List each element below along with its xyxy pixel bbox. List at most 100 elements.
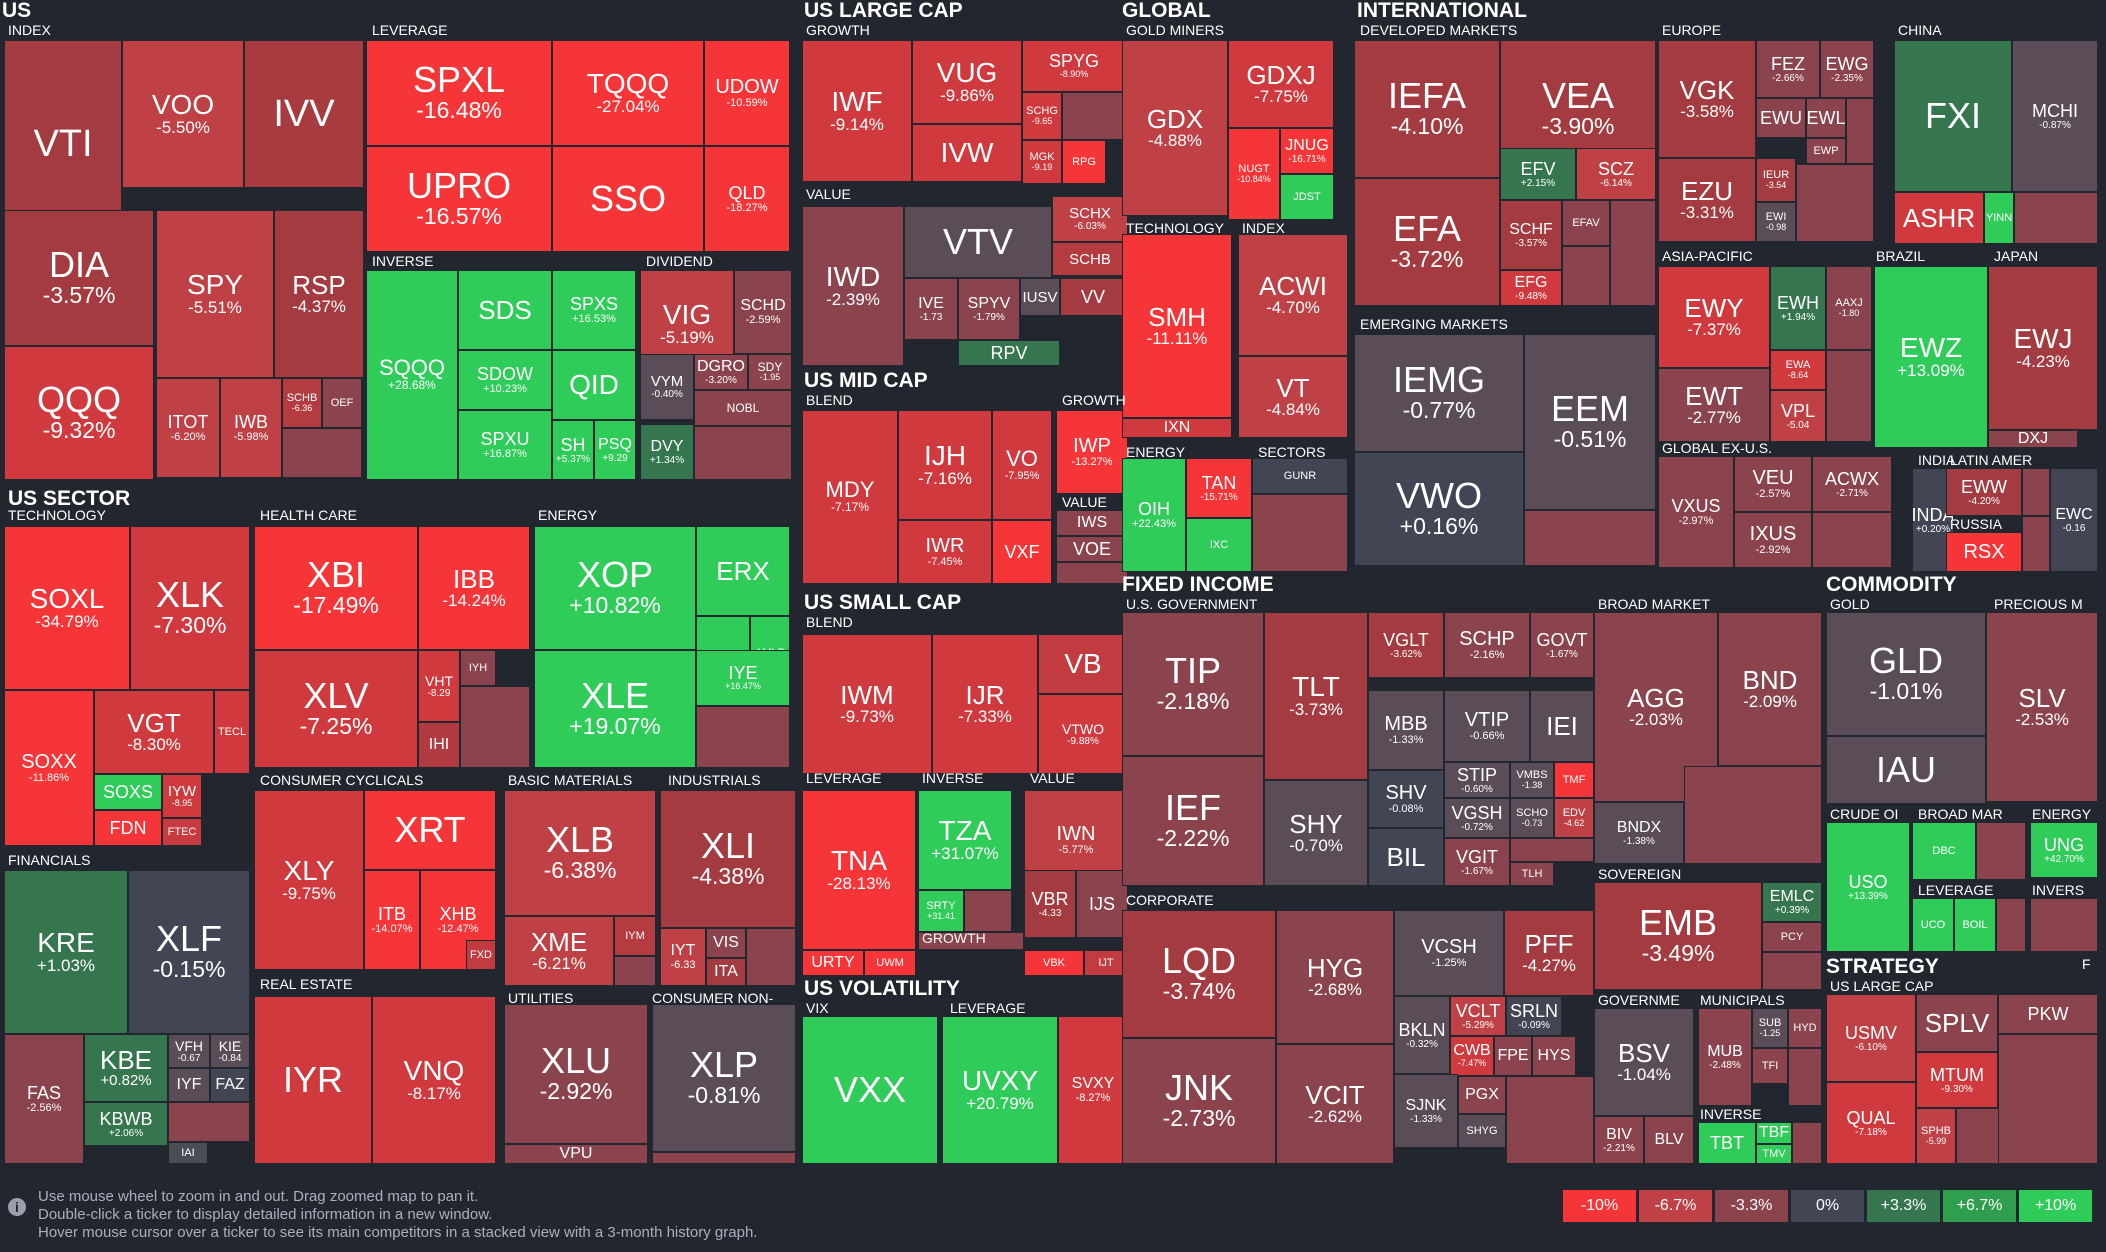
tile-tbf[interactable]: TBF bbox=[1756, 1122, 1792, 1144]
tile-voo[interactable]: VOO -5.50% bbox=[122, 40, 244, 188]
tile-unlabeled[interactable] bbox=[1762, 952, 1822, 990]
tile-acwx[interactable]: ACWX -2.71% bbox=[1812, 456, 1892, 512]
tile-unlabeled[interactable] bbox=[964, 890, 1012, 932]
tile-splv[interactable]: SPLV bbox=[1916, 994, 1998, 1052]
tile-qld[interactable]: QLD -18.27% bbox=[704, 146, 790, 252]
tile-ixn[interactable]: IXN bbox=[1122, 418, 1232, 438]
tile-dgro[interactable]: DGRO -3.20% bbox=[694, 354, 748, 390]
tile-unlabeled[interactable] bbox=[1506, 1076, 1594, 1164]
tile-vis[interactable]: VIS bbox=[706, 928, 746, 958]
tile-iwr[interactable]: IWR -7.45% bbox=[898, 520, 992, 584]
tile-spy[interactable]: SPY -5.51% bbox=[156, 210, 274, 378]
tile-sdy[interactable]: SDY -1.95 bbox=[748, 354, 792, 390]
tile-tan[interactable]: TAN -15.71% bbox=[1186, 458, 1252, 518]
tile-unlabeled[interactable] bbox=[1252, 494, 1348, 572]
tile-qid[interactable]: QID bbox=[552, 350, 636, 420]
tile-upro[interactable]: UPRO -16.57% bbox=[366, 146, 552, 252]
tile-tza[interactable]: TZA +31.07% bbox=[918, 790, 1012, 890]
tile-iwd[interactable]: IWD -2.39% bbox=[802, 206, 904, 366]
tile-ewy[interactable]: EWY -7.37% bbox=[1658, 266, 1770, 368]
tile-vxf[interactable]: VXF bbox=[992, 520, 1052, 584]
tile-unlabeled[interactable] bbox=[652, 1152, 796, 1164]
tile-rsx[interactable]: RSX bbox=[1946, 532, 2022, 572]
tile-mdy[interactable]: MDY -7.17% bbox=[802, 410, 898, 584]
tile-cwb[interactable]: CWB -7.47% bbox=[1450, 1036, 1494, 1076]
tile-unlabeled[interactable] bbox=[1956, 1108, 2002, 1164]
tile-ewl[interactable]: EWL bbox=[1806, 98, 1846, 138]
tile-scz[interactable]: SCZ -6.14% bbox=[1576, 148, 1656, 200]
tile-emlc[interactable]: EMLC +0.39% bbox=[1762, 882, 1822, 922]
tile-usmv[interactable]: USMV -6.10% bbox=[1826, 994, 1916, 1082]
tile-iwf[interactable]: IWF -9.14% bbox=[802, 40, 912, 182]
tile-ewg[interactable]: EWG -2.35% bbox=[1820, 40, 1874, 98]
tile-unlabeled[interactable] bbox=[168, 1102, 250, 1142]
tile-tip[interactable]: TIP -2.18% bbox=[1122, 612, 1264, 756]
tile-xhb[interactable]: XHB -12.47% bbox=[420, 870, 496, 970]
tile-ijh[interactable]: IJH -7.16% bbox=[898, 410, 992, 520]
tile-vgk[interactable]: VGK -3.58% bbox=[1658, 40, 1756, 158]
tile-unlabeled[interactable] bbox=[696, 706, 790, 768]
tile-ewi[interactable]: EWI -0.98 bbox=[1756, 202, 1796, 242]
tile-efg[interactable]: EFG -9.48% bbox=[1500, 270, 1562, 306]
tile-unlabeled[interactable] bbox=[1788, 1048, 1822, 1106]
tile-spyv[interactable]: SPYV -1.79% bbox=[958, 278, 1020, 340]
tile-acwi[interactable]: ACWI -4.70% bbox=[1238, 234, 1348, 356]
tile-vgsh[interactable]: VGSH -0.72% bbox=[1444, 798, 1510, 838]
tile-boil[interactable]: BOIL bbox=[1954, 898, 1996, 952]
tile-fpe[interactable]: FPE bbox=[1494, 1036, 1532, 1076]
tile-xlk[interactable]: XLK -7.30% bbox=[130, 526, 250, 690]
tile-vtwo[interactable]: VTWO -9.88% bbox=[1038, 694, 1128, 774]
tile-bil[interactable]: BIL bbox=[1368, 828, 1444, 886]
tile-kie[interactable]: KIE -0.84 bbox=[210, 1034, 250, 1068]
tile-stip[interactable]: STIP -0.60% bbox=[1444, 762, 1510, 798]
tile-schd[interactable]: SCHD -2.59% bbox=[734, 270, 792, 354]
tile-ewz[interactable]: EWZ +13.09% bbox=[1874, 266, 1988, 448]
tile-sdow[interactable]: SDOW +10.23% bbox=[458, 350, 552, 410]
tile-ashr[interactable]: ASHR bbox=[1894, 192, 1984, 244]
tile-tlt[interactable]: TLT -3.73% bbox=[1264, 612, 1368, 780]
tile-mtum[interactable]: MTUM -9.30% bbox=[1916, 1052, 1998, 1108]
tile-pgx[interactable]: PGX bbox=[1458, 1076, 1506, 1114]
tile-slv[interactable]: SLV -2.53% bbox=[1986, 612, 2098, 802]
tile-shv[interactable]: SHV -0.08% bbox=[1368, 770, 1444, 828]
tile-tmf[interactable]: TMF bbox=[1554, 762, 1594, 798]
tile-dbc[interactable]: DBC bbox=[1912, 822, 1976, 880]
tile-unlabeled[interactable] bbox=[694, 426, 792, 480]
tile-eww[interactable]: EWW -4.20% bbox=[1946, 468, 2022, 516]
tile-ivw[interactable]: IVW bbox=[912, 124, 1022, 182]
tile-fxi[interactable]: FXI bbox=[1894, 40, 2012, 192]
tile-schp[interactable]: SCHP -2.16% bbox=[1444, 612, 1530, 678]
tile-vwo[interactable]: VWO +0.16% bbox=[1354, 452, 1524, 566]
tile-uco[interactable]: UCO bbox=[1912, 898, 1954, 952]
tile-xle[interactable]: XLE +19.07% bbox=[534, 650, 696, 768]
tile-ewu[interactable]: EWU bbox=[1756, 98, 1806, 138]
tile-schf[interactable]: SCHF -3.57% bbox=[1500, 200, 1562, 270]
tile-vclt[interactable]: VCLT -5.29% bbox=[1450, 996, 1506, 1036]
tile-vtv[interactable]: VTV bbox=[904, 206, 1052, 278]
tile-qual[interactable]: QUAL -7.18% bbox=[1826, 1082, 1916, 1164]
tile-shyg[interactable]: SHYG bbox=[1458, 1114, 1506, 1148]
tile-unlabeled[interactable] bbox=[2030, 898, 2098, 952]
tile-iye[interactable]: IYE +16.47% bbox=[696, 650, 790, 706]
tile-xly[interactable]: XLY -9.75% bbox=[254, 790, 364, 970]
tile-iwp[interactable]: IWP -13.27% bbox=[1056, 410, 1128, 494]
tile-schb[interactable]: SCHB -6.36 bbox=[282, 378, 322, 428]
tile-vgit[interactable]: VGIT -1.67% bbox=[1444, 838, 1510, 886]
tile-ive[interactable]: IVE -1.73 bbox=[904, 278, 958, 340]
tile-iym[interactable]: IYM bbox=[614, 916, 656, 956]
tile-iefa[interactable]: IEFA -4.10% bbox=[1354, 40, 1500, 178]
tile-vt[interactable]: VT -4.84% bbox=[1238, 356, 1348, 438]
tile-xrt[interactable]: XRT bbox=[364, 790, 496, 870]
tile-mgk[interactable]: MGK -9.19 bbox=[1022, 140, 1062, 184]
tile-hyd[interactable]: HYD bbox=[1788, 1008, 1822, 1048]
tile-gdxj[interactable]: GDXJ -7.75% bbox=[1228, 40, 1334, 128]
tile-voe[interactable]: VOE bbox=[1056, 536, 1128, 562]
tile-bsv[interactable]: BSV -1.04% bbox=[1594, 1008, 1694, 1116]
tile-srln[interactable]: SRLN -0.09% bbox=[1506, 996, 1562, 1036]
tile-jdst[interactable]: JDST bbox=[1280, 174, 1334, 220]
tile-qqq[interactable]: QQQ -9.32% bbox=[4, 346, 154, 480]
tile-blv[interactable]: BLV bbox=[1644, 1116, 1694, 1164]
tile-unlabeled[interactable] bbox=[1796, 164, 1874, 242]
tile-xlp[interactable]: XLP -0.81% bbox=[652, 1004, 796, 1152]
tile-uwm[interactable]: UWM bbox=[864, 950, 916, 976]
